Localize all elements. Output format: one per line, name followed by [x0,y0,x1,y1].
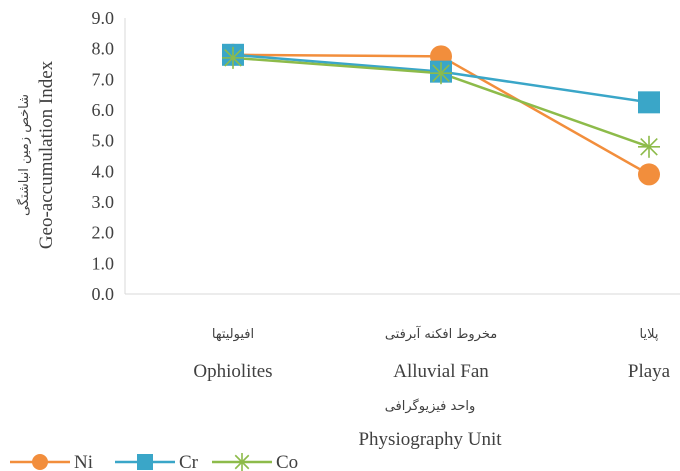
data-point-co [638,135,660,158]
y-tick-label: 3.0 [92,192,115,212]
y-tick-label: 7.0 [92,69,115,89]
y-tick-label: 9.0 [92,8,115,28]
x-axis-title-fa: واحد فیزیوگرافی [385,398,476,414]
y-tick-label: 5.0 [92,131,115,151]
y-tick-label: 2.0 [92,223,115,243]
series-layer [222,43,660,186]
legend-label-co: Co [276,452,298,471]
legend-label-cr: Cr [179,452,199,471]
x-axis-title-en: Physiography Unit [358,429,502,450]
y-axis-title-fa: شاخص زمین انباشتگی [16,94,32,216]
data-point-cr [638,91,660,114]
x-category-label-en: Alluvial Fan [393,361,489,382]
legend-marker-cr [137,454,153,470]
y-tick-label: 1.0 [92,253,115,273]
data-point-co [430,62,452,85]
y-tick-label: 4.0 [92,161,115,181]
legend-label-ni: Ni [74,452,93,471]
x-category-label-fa: پلایا [640,327,659,342]
x-category-label-en: Ophiolites [193,361,272,382]
x-category-label-en: Playa [628,361,671,382]
x-category-labels: افیولیتها Ophiolites مخروط افکنه آبرفتی All… [193,325,670,382]
y-tick-labels: 0.0 1.0 2.0 3.0 4.0 5.0 6.0 7.0 8.0 9.0 [92,8,115,304]
legend: Ni Cr Co [10,452,298,471]
legend-marker-co [233,453,251,471]
legend-marker-ni [32,454,48,470]
data-point-co [222,46,244,69]
data-point-ni [638,163,660,186]
x-category-label-fa: مخروط افکنه آبرفتی [385,325,497,342]
y-tick-label: 6.0 [92,100,115,120]
y-tick-label: 8.0 [92,39,115,59]
y-tick-label: 0.0 [92,284,115,304]
x-category-label-fa: افیولیتها [212,327,254,342]
y-axis-title-en: Geo-accumulation Index [36,60,57,249]
